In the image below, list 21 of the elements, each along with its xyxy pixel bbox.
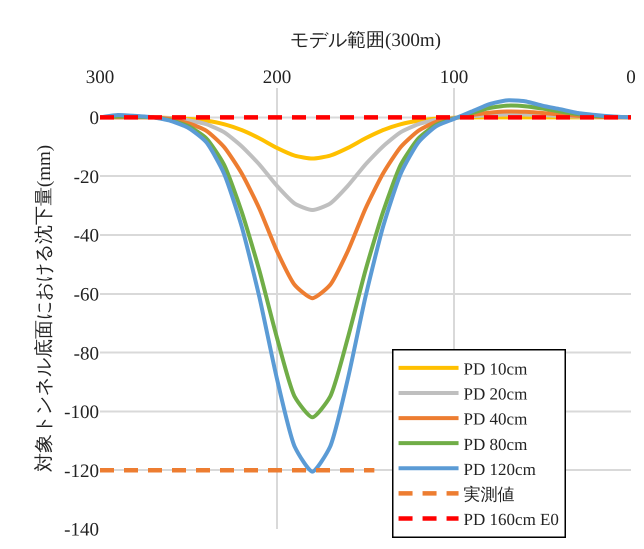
legend-label: 実測値 <box>464 485 515 504</box>
x-axis-title: モデル範囲(300m) <box>290 30 441 52</box>
x-tick-label: 0 <box>626 67 636 88</box>
y-tick-label: -80 <box>74 343 99 364</box>
y-axis-title: 対象トンネル底面における沈下量(mm) <box>33 144 56 472</box>
legend-label: PD 80cm <box>464 434 528 454</box>
y-tick-label: -40 <box>74 226 99 247</box>
y-tick-label: -140 <box>64 520 99 541</box>
legend-label: PD 160cm E0 <box>464 510 559 530</box>
y-tick-label: 0 <box>90 108 99 130</box>
y-tick-label: -120 <box>64 460 99 482</box>
y-tick-label: -20 <box>74 166 99 188</box>
legend-label: PD 20cm <box>464 384 528 404</box>
y-tick-label: -60 <box>74 284 99 306</box>
y-tick-label: -100 <box>64 402 99 424</box>
x-tick-label: 300 <box>86 67 114 88</box>
x-tick-label: 100 <box>440 67 468 88</box>
legend-label: PD 40cm <box>464 410 528 429</box>
legend-label: PD 10cm <box>464 360 528 378</box>
x-tick-label: 200 <box>262 67 292 88</box>
legend-label: PD 120cm <box>464 460 536 479</box>
